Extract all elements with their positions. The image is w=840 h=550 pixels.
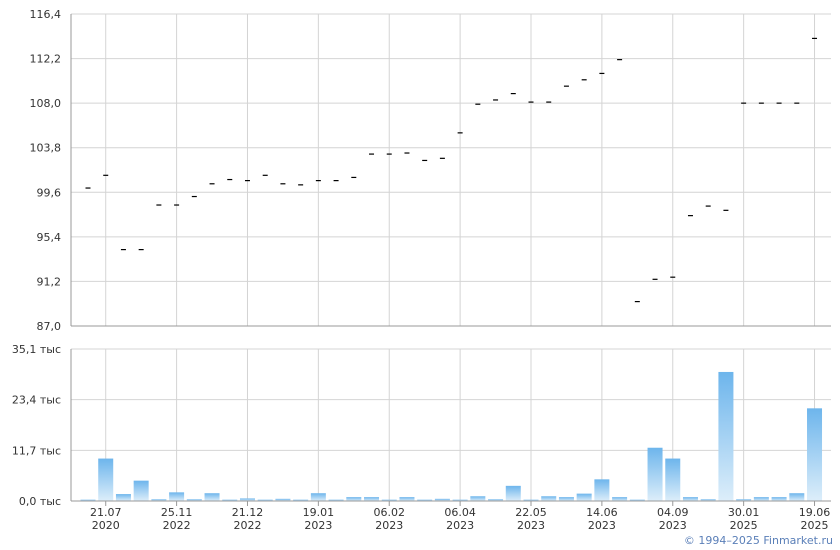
volume-bar	[133, 480, 149, 501]
x-axis: 21.07202025.11202221.12202219.01202306.0…	[90, 501, 830, 532]
x-tick-year: 2022	[163, 519, 191, 532]
x-tick-year: 2025	[801, 519, 829, 532]
volume-bar	[346, 497, 362, 501]
volume-bar	[736, 499, 752, 501]
price-panel: 116,4 112,2 108,0 103,8 99,6 95,4 91,2 87,0	[30, 8, 831, 333]
x-tick-year: 2020	[92, 519, 120, 532]
volume-bar	[275, 498, 291, 501]
volume-bar	[594, 479, 610, 501]
volume-bar	[558, 497, 574, 501]
volume-bar	[293, 499, 309, 501]
x-tick-year: 2023	[659, 519, 687, 532]
x-tick-year: 2023	[446, 519, 474, 532]
volume-bar	[523, 499, 539, 501]
volume-bar	[80, 499, 96, 501]
x-tick-year: 2025	[730, 519, 758, 532]
x-tick-date: 14.06	[586, 506, 618, 519]
volume-bar	[310, 493, 326, 501]
volume-bar	[151, 499, 167, 501]
volume-bar	[700, 499, 716, 501]
x-tick-date: 30.01	[728, 506, 760, 519]
volume-bar	[98, 458, 114, 501]
volume-bar	[169, 492, 185, 501]
volume-bar	[452, 499, 468, 501]
volume-bar	[789, 493, 805, 501]
volume-bar	[488, 499, 504, 501]
price-y-tick-label: 87,0	[37, 320, 62, 333]
volume-bar	[186, 499, 202, 501]
volume-bar	[665, 458, 681, 501]
price-y-tick-label: 112,2	[30, 53, 62, 66]
price-y-tick-label: 108,0	[30, 97, 62, 110]
volume-bar	[115, 494, 131, 501]
volume-y-tick-label: 0,0 тыс	[19, 495, 61, 508]
volume-y-tick-label: 11,7 тыс	[12, 444, 61, 457]
volume-bar	[381, 499, 397, 501]
volume-bar	[399, 497, 415, 501]
x-tick-date: 21.07	[90, 506, 122, 519]
volume-bar	[629, 499, 645, 501]
volume-bar	[417, 499, 433, 501]
x-tick-year: 2023	[375, 519, 403, 532]
x-tick-date: 22.05	[515, 506, 547, 519]
copyright-text: © 1994–2025 Finmarket.ru	[683, 534, 833, 547]
volume-bar	[239, 498, 255, 501]
volume-bar	[204, 493, 220, 501]
price-y-tick-label: 95,4	[37, 231, 62, 244]
x-tick-year: 2022	[233, 519, 261, 532]
x-tick-date: 19.06	[799, 506, 831, 519]
price-y-tick-label: 103,8	[30, 142, 62, 155]
volume-bar	[328, 499, 344, 501]
volume-bar	[771, 497, 787, 501]
volume-bar	[753, 497, 769, 501]
volume-bar	[682, 497, 698, 501]
volume-panel: 35,1 тыс 23,4 тыс 11,7 тыс 0,0 тыс	[12, 343, 831, 508]
volume-bar	[807, 408, 823, 501]
volume-bar	[434, 498, 450, 501]
volume-bar	[505, 485, 521, 501]
volume-y-tick-label: 35,1 тыс	[12, 343, 61, 356]
price-y-tick-label: 99,6	[37, 186, 62, 199]
x-tick-year: 2023	[304, 519, 332, 532]
volume-bar	[576, 493, 592, 501]
price-y-tick-label: 116,4	[30, 8, 62, 21]
volume-bar	[647, 447, 663, 501]
x-tick-date: 21.12	[232, 506, 264, 519]
x-tick-date: 06.04	[444, 506, 476, 519]
x-tick-year: 2023	[517, 519, 545, 532]
volume-bar	[257, 499, 273, 501]
x-tick-date: 25.11	[161, 506, 193, 519]
volume-bar	[470, 496, 486, 501]
x-tick-year: 2023	[588, 519, 616, 532]
price-y-tick-label: 91,2	[37, 275, 62, 288]
x-tick-date: 19.01	[303, 506, 335, 519]
volume-bar	[222, 499, 238, 501]
volume-bar	[718, 371, 734, 501]
volume-bar	[612, 497, 628, 501]
x-tick-date: 04.09	[657, 506, 689, 519]
volume-bar	[364, 497, 380, 501]
volume-bar	[541, 496, 557, 501]
x-tick-date: 06.02	[373, 506, 405, 519]
volume-y-tick-label: 23,4 тыс	[12, 394, 61, 407]
